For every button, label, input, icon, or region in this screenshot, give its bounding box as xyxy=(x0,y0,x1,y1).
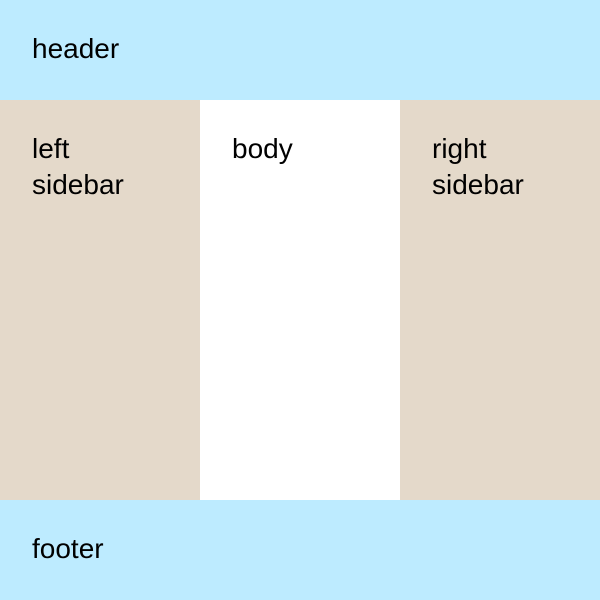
body-region: body xyxy=(200,100,400,500)
right-sidebar-label-line1: right xyxy=(432,133,487,164)
left-sidebar-label-line2: sidebar xyxy=(32,169,124,200)
body-label: body xyxy=(232,133,293,164)
header-label: header xyxy=(32,33,120,64)
footer-region: footer xyxy=(0,500,600,600)
left-sidebar-region: left sidebar xyxy=(0,100,200,500)
left-sidebar-label-line1: left xyxy=(32,133,70,164)
right-sidebar-label-line2: sidebar xyxy=(432,169,524,200)
footer-label: footer xyxy=(32,533,104,564)
header-region: header xyxy=(0,0,600,100)
right-sidebar-region: right sidebar xyxy=(400,100,600,500)
